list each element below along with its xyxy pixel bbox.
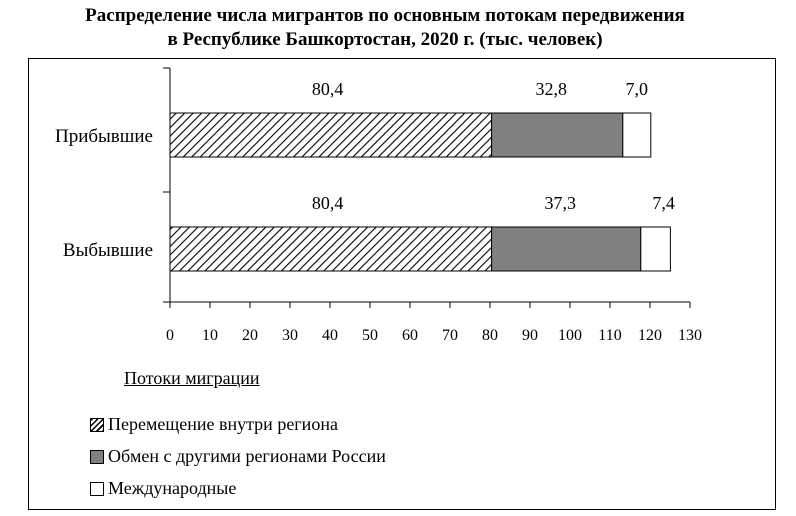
chart-title-line1: Распределение числа мигрантов по основны… [85,5,685,26]
legend-title: Потоки миграции [124,368,260,388]
bar-intraregional [169,226,493,272]
category-label: Прибывшие [55,126,153,147]
bar-intraregional [169,112,493,158]
x-tick-label: 10 [202,327,218,344]
legend-swatch-hatch [90,417,104,432]
data-label: 37,3 [544,193,576,213]
bar-international [622,112,652,158]
chart-title-line2: в Республике Башкортостан, 2020 г. (тыс.… [167,29,603,50]
legend-item-international: Международные [90,478,236,499]
x-tick-label: 80 [482,327,498,344]
legend-label: Международные [108,478,237,498]
x-tick-label: 0 [166,327,174,344]
legend-item-intraregional: Перемещение внутри региона [90,414,338,435]
x-tick-label: 30 [282,327,298,344]
data-label: 32,8 [535,79,567,99]
x-tick-label: 40 [322,327,338,344]
category-label: Выбывшие [63,240,153,261]
x-tick-label: 130 [678,327,702,344]
chart-frame [28,58,776,510]
legend-swatch-white [90,481,104,496]
chart-title: Распределение числа мигрантов по основны… [0,4,770,52]
bar-interregional [491,226,642,272]
legend-label: Перемещение внутри региона [108,414,338,434]
x-tick-label: 50 [362,327,378,344]
x-tick-label: 70 [442,327,458,344]
x-tick-label: 60 [402,327,418,344]
x-tick-label: 90 [522,327,538,344]
x-tick-label: 120 [638,327,662,344]
data-label: 7,0 [626,79,649,99]
bar-interregional [491,112,624,158]
x-tick-label: 100 [558,327,582,344]
legend-item-interregional: Обмен с другими регионами России [90,446,386,467]
legend-label: Обмен с другими регионами России [108,446,386,466]
data-label: 80,4 [312,193,344,213]
legend-swatch-gray [90,449,104,464]
bar-international [640,226,671,272]
data-label: 7,4 [652,193,675,213]
x-tick-label: 110 [598,327,621,344]
x-tick-label: 20 [242,327,258,344]
data-label: 80,4 [312,79,344,99]
